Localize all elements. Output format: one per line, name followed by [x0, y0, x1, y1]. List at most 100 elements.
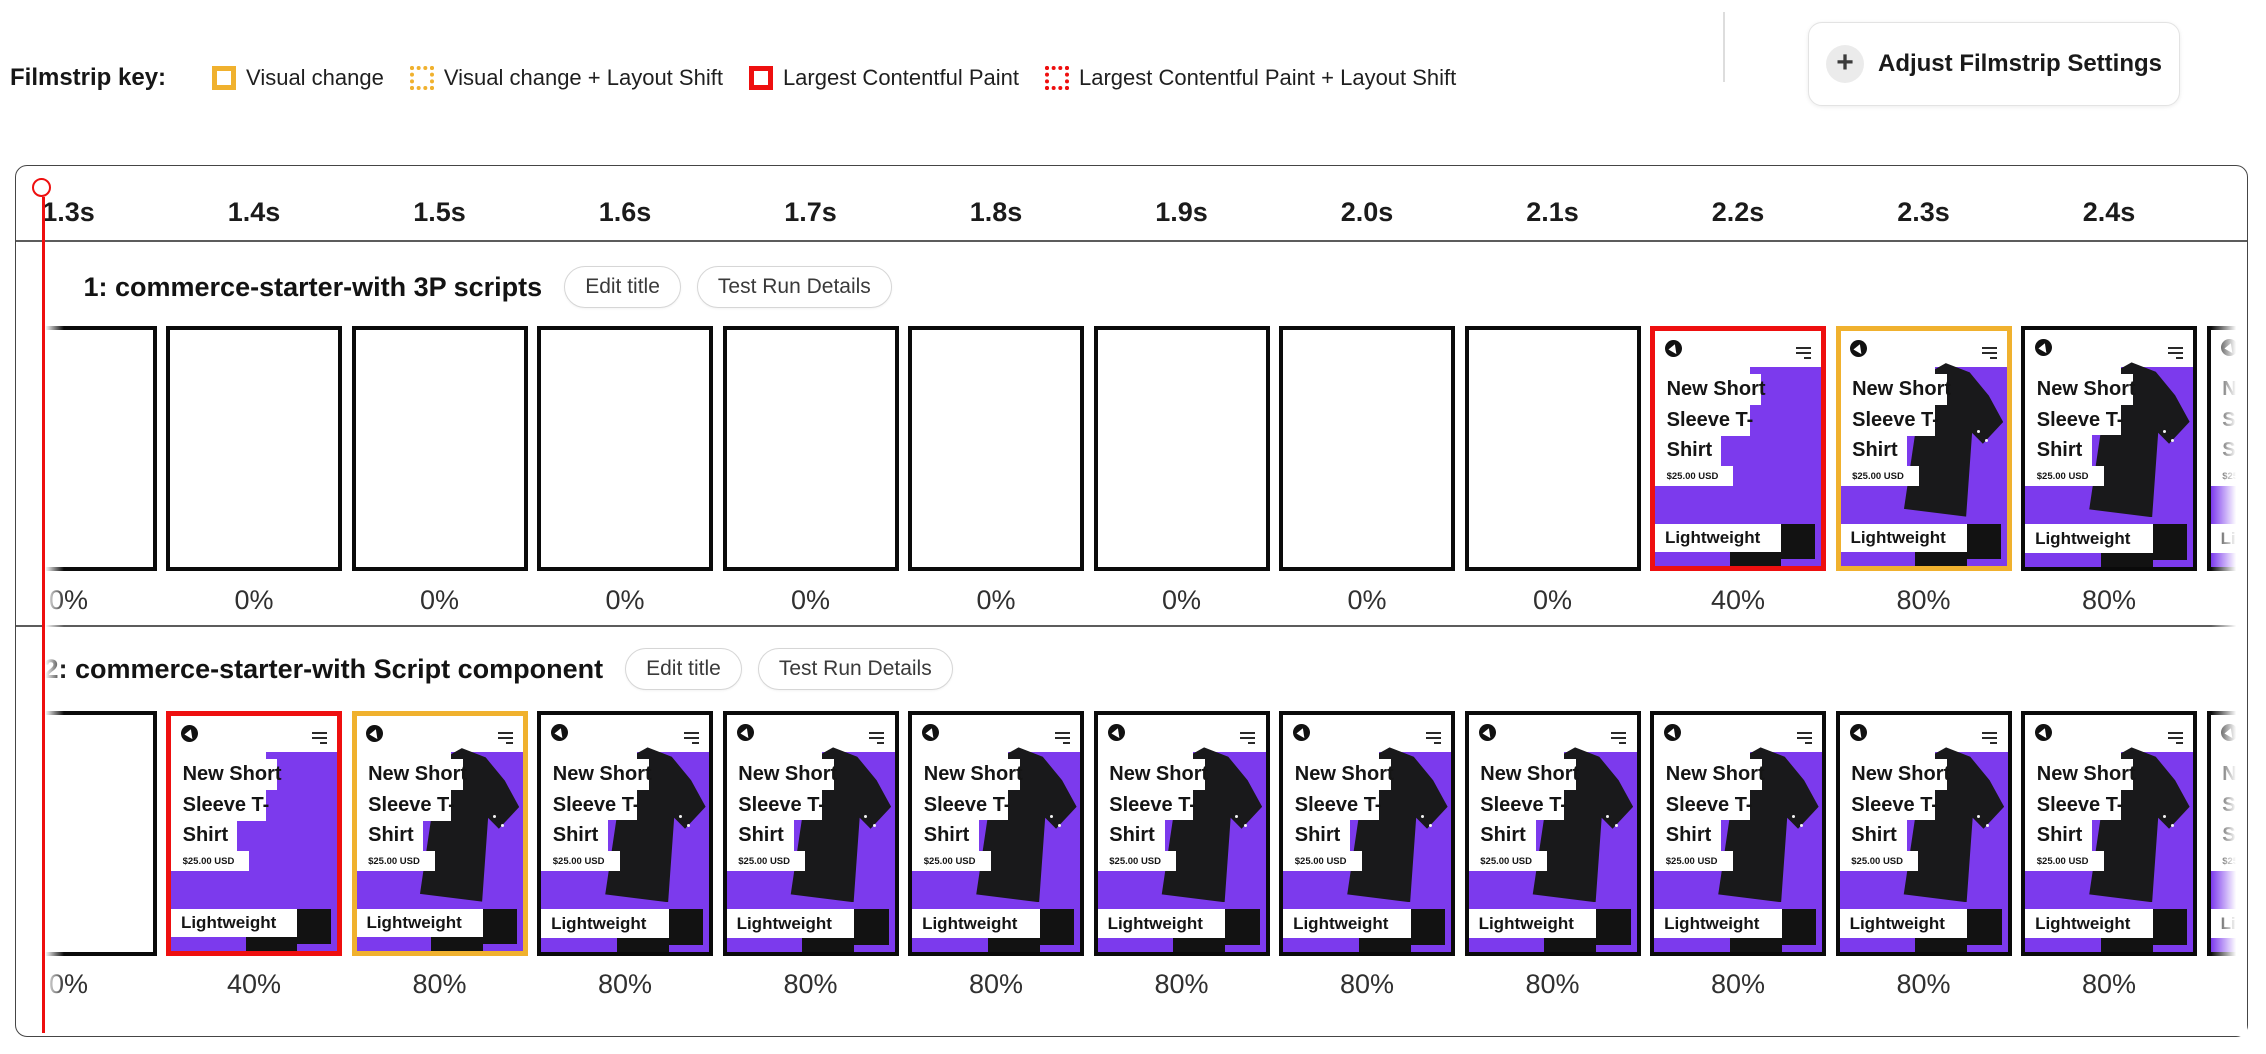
product-title-line: Shirt — [356, 820, 423, 852]
tshirt-highlight-dot — [1977, 814, 1981, 818]
tshirt-highlight-dot — [2171, 824, 2175, 828]
product-price: $25.00 USD — [1840, 466, 1919, 487]
heading-background-step — [1654, 751, 1750, 759]
store-logo-glyph — [1853, 343, 1864, 354]
visual-progress-label: 0% — [605, 585, 645, 615]
filmstrip-key-items: Visual change Visual change + Layout Shif… — [212, 65, 1482, 91]
product-tag-label: Lightweight — [356, 908, 483, 937]
filmstrip-viewport[interactable]: 1.3s 1.4s 1.5s 1.6s 1.7s 1.8s 1.9s 2.0s 2.1s 2.2s… — [41, 166, 2247, 1036]
tshirt-highlight-dot — [2162, 429, 2166, 433]
product-tag-label: Lightweight — [1839, 909, 1968, 938]
visual-progress-label: 0% — [976, 585, 1016, 615]
product-title-line: New Short — [1839, 758, 1950, 790]
footer-black-box — [668, 909, 704, 945]
filmstrip-key-bar: Filmstrip key: Visual change Visual chang… — [10, 56, 1482, 100]
visual-progress-label: 80% — [2081, 585, 2137, 615]
adjust-filmstrip-settings-button[interactable]: + Adjust Filmstrip Settings — [1808, 22, 2180, 106]
heading-background-step — [541, 751, 637, 759]
tshirt-highlight-dot — [1985, 824, 1989, 828]
filmstrip-key-title: Filmstrip key: — [10, 64, 167, 91]
time-tick-label: 2.3s — [1897, 197, 1950, 227]
scroll-fade-left — [41, 242, 64, 1036]
heading-background-step — [356, 752, 452, 760]
footer-black-bar — [1544, 936, 1597, 952]
store-logo-glyph — [1296, 727, 1307, 738]
product-tag-label: Lightweight — [171, 908, 298, 937]
tshirt-highlight-dot — [1791, 814, 1795, 818]
footer-black-bar — [802, 936, 855, 952]
product-title-line: Sleeve T- — [2025, 789, 2123, 821]
filmstrip-frame[interactable] — [166, 326, 342, 571]
time-axis-separator — [16, 240, 2247, 242]
tshirt-highlight-dot — [1420, 814, 1424, 818]
product-title-line: Sleeve T- — [912, 789, 1010, 821]
red-frame-swatch-icon — [748, 66, 773, 90]
product-price: $25.00 USD — [1839, 851, 1919, 872]
tshirt-highlight-dot — [492, 814, 496, 818]
filmstrip-frame[interactable] — [1464, 326, 1641, 571]
row-2-title: 2: commerce-starter-with Script componen… — [43, 653, 604, 684]
product-title-line: Shirt — [171, 820, 238, 852]
menu-icon — [1611, 731, 1627, 747]
timeline-playhead-line[interactable] — [42, 197, 45, 1033]
tshirt-highlight-dot — [687, 824, 691, 828]
row-1-test-run-details-button[interactable]: Test Run Details — [696, 266, 892, 308]
menu-icon — [2167, 346, 2183, 362]
filmstrip-key-item-label: Largest Contentful Paint + Layout Shift — [1078, 65, 1457, 90]
footer-black-box — [297, 908, 332, 944]
footer-black-box — [2152, 909, 2188, 945]
time-tick-label: 1.6s — [598, 197, 652, 227]
store-logo-glyph — [1852, 727, 1863, 738]
tshirt-highlight-dot — [2162, 814, 2166, 818]
store-logo-icon — [1664, 724, 1682, 742]
filmstrip-frame[interactable] — [908, 326, 1084, 571]
row-2-test-run-details-button[interactable]: Test Run Details — [757, 648, 953, 690]
filmstrip-frame[interactable] — [537, 326, 713, 571]
store-logo-glyph — [369, 728, 380, 739]
row-2-edit-title-button[interactable]: Edit title — [625, 648, 742, 690]
product-tag-label: Lightweight — [1283, 909, 1411, 938]
footer-black-box — [1781, 909, 1817, 945]
visual-progress-label: 80% — [1896, 585, 1951, 615]
store-logo-icon — [1849, 724, 1867, 742]
store-logo-icon — [1850, 340, 1868, 358]
tshirt-highlight-dot — [864, 814, 868, 818]
tshirt-highlight-dot — [1049, 814, 1053, 818]
time-tick-label: 2.1s — [1526, 197, 1579, 227]
footer-black-bar — [2100, 551, 2153, 567]
product-title-line: Sleeve T- — [356, 790, 455, 821]
filmstrip-frame[interactable] — [722, 326, 899, 571]
timeline-playhead-handle[interactable] — [32, 178, 51, 197]
heading-background-step — [912, 751, 1008, 759]
product-tag-label: Lightweight — [1097, 909, 1226, 938]
store-logo-icon — [736, 724, 754, 742]
filmstrip-frame[interactable] — [1093, 326, 1270, 571]
filmstrip-frame[interactable] — [1279, 326, 1455, 571]
footer-black-box — [2152, 524, 2188, 560]
filmstrip-frame[interactable] — [351, 326, 528, 571]
visual-progress-label: 80% — [1710, 969, 1766, 999]
filmstrip-row-1-frames: New Short Sleeve T- Shirt $25.00 USD Lightwe… — [41, 326, 2247, 571]
row-1-edit-title-button[interactable]: Edit title — [564, 266, 681, 308]
product-title-line: New Short — [1655, 374, 1766, 406]
visual-progress-label: 0% — [419, 585, 460, 615]
product-title-line: Sleeve T- — [171, 790, 269, 821]
